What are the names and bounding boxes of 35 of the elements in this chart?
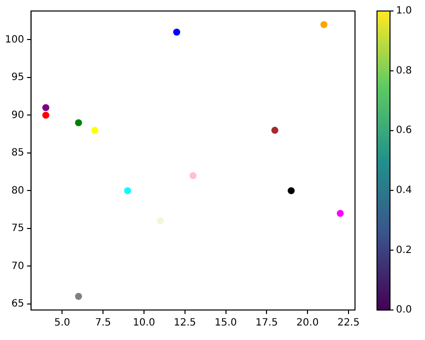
x-tick-label: 20.0 [296,318,319,329]
y-tick-label: 65 [11,298,24,310]
y-tick-label: 95 [11,72,24,84]
x-tick-label: 22.5 [337,318,360,329]
point [42,104,50,112]
point [75,119,82,126]
x-tick-label: 10.0 [132,318,156,329]
point [271,126,278,134]
point [124,187,132,194]
y-tick-label: 85 [11,148,24,159]
point [190,172,197,180]
color-bar-label: 0.8 [396,65,412,76]
point [288,187,295,194]
y-tick-label: 75 [11,223,24,234]
point [336,210,344,217]
y-tick-label: 70 [11,260,24,272]
x-tick-label: 5.0 [54,318,70,329]
color-bar-label: 0.0 [396,304,412,316]
point [156,217,164,224]
y-tick-label: 80 [11,185,24,196]
x-tick-label: 15.0 [214,318,237,329]
x-tick-label: 17.5 [256,318,278,329]
x-tick-label: 12.5 [174,318,196,329]
point [320,21,328,28]
color-bar-label: 0.6 [396,125,412,136]
point [173,28,180,36]
point [91,126,98,134]
y-tick-label: 100 [4,34,24,46]
point [75,292,82,300]
point [42,112,50,119]
x-tick-label: 7.5 [95,318,112,329]
color-bar-label: 0.2 [396,244,412,256]
y-tick-label: 90 [11,110,24,121]
color-bar-label: 1.0 [396,6,412,17]
color-bar-label: 0.4 [396,184,412,196]
